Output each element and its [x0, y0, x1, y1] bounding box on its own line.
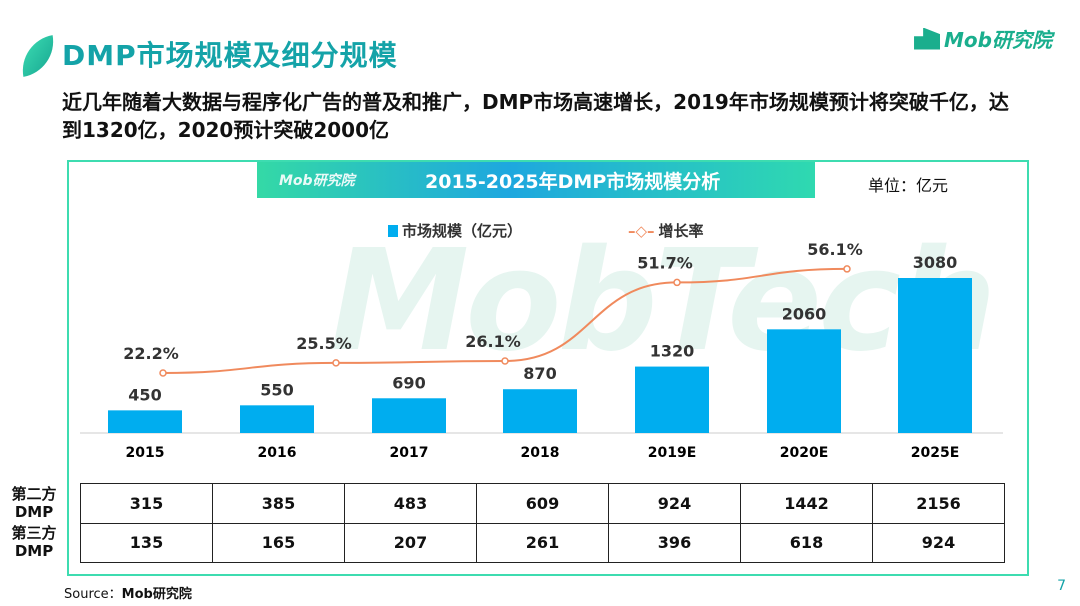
table-cell: 924 — [608, 483, 741, 524]
table-cell: 2156 — [872, 483, 1005, 524]
legend-bar-label: 市场规模（亿元） — [402, 222, 523, 240]
legend-line-label: 增长率 — [658, 222, 704, 240]
source-name: Mob研究院 — [121, 587, 192, 602]
table-cell: 618 — [740, 522, 873, 563]
brand-logo: Mob研究院 — [914, 24, 1052, 53]
bar-value-label: 1320 — [650, 342, 695, 361]
growth-label: 22.2% — [123, 344, 179, 363]
table-row: 315 385 483 609 924 1442 2156 — [80, 483, 1005, 524]
table-cell: 609 — [476, 483, 609, 524]
table-cell: 315 — [80, 483, 213, 524]
table-cell: 261 — [476, 522, 609, 563]
bar-2017 — [372, 398, 446, 433]
bar-2019E — [635, 366, 709, 433]
table-cell: 135 — [80, 522, 213, 563]
logo-text: Mob研究院 — [944, 28, 1052, 52]
x-tick-label: 2017 — [390, 445, 429, 461]
table-cell: 165 — [212, 522, 345, 563]
legend-line-swatch: –◇– — [628, 221, 655, 240]
watermark: MobTech — [330, 220, 997, 383]
table-cell: 924 — [872, 522, 1005, 563]
x-tick-label: 2019E — [648, 445, 697, 461]
table-cell: 396 — [608, 522, 741, 563]
growth-point — [843, 265, 851, 273]
table-row: 135 165 207 261 396 618 924 — [80, 522, 1005, 563]
table-cell: 207 — [344, 522, 477, 563]
bar-2025E — [898, 278, 972, 433]
chart-frame — [67, 160, 1029, 576]
bar-2015 — [108, 410, 182, 433]
source: Source：Mob研究院 — [64, 583, 192, 602]
row-label-second-party: 第二方DMP — [11, 485, 57, 521]
table-cell: 385 — [212, 483, 345, 524]
chart-title: 2015-2025年DMP市场规模分析 — [425, 170, 721, 193]
growth-point — [159, 369, 167, 377]
x-tick-label: 2015 — [126, 445, 165, 461]
growth-point — [673, 278, 681, 287]
growth-label: 25.5% — [296, 334, 352, 353]
growth-label: 26.1% — [465, 332, 521, 351]
growth-label: 51.7% — [637, 253, 693, 272]
table-cell: 1442 — [740, 483, 873, 524]
legend-bar: 市场规模（亿元） — [388, 220, 522, 241]
chart-logo: Mob研究院 — [279, 173, 355, 189]
bar-2018 — [503, 389, 577, 433]
unit-label: 单位：亿元 — [868, 176, 949, 195]
subtitle: 近几年随着大数据与程序化广告的普及和推广，DMP市场高速增长，2019年市场规模… — [62, 90, 1009, 142]
bar-2016 — [240, 405, 314, 433]
data-table: 315 385 483 609 924 1442 2156 135 165 207 261 396 61… — [80, 483, 1005, 563]
bar-2020E — [767, 329, 841, 433]
bar-value-label: 2060 — [782, 304, 827, 323]
source-prefix: Source： — [64, 587, 122, 602]
growth-point — [501, 357, 509, 365]
chart-header: Mob研究院 2015-2025年DMP市场规模分析 — [257, 162, 815, 198]
legend-bar-swatch — [388, 224, 398, 237]
growth-label: 56.1% — [807, 240, 863, 259]
x-tick-label: 2020E — [780, 445, 829, 461]
table-cell: 483 — [344, 483, 477, 524]
page-number: 7 — [1057, 578, 1066, 594]
row-label-third-party: 第三方DMP — [11, 524, 57, 560]
x-tick-label: 2018 — [521, 445, 560, 461]
bar-value-label: 3080 — [913, 253, 958, 272]
page-title: DMP市场规模及细分规模 — [62, 39, 398, 72]
x-tick-label: 2016 — [258, 445, 297, 461]
bar-value-label: 550 — [260, 380, 293, 399]
bar-value-label: 690 — [392, 373, 425, 392]
growth-point — [332, 359, 340, 367]
bar-value-label: 450 — [128, 385, 161, 404]
x-tick-label: 2025E — [911, 445, 960, 461]
legend-line: –◇– 增长率 — [628, 220, 704, 241]
bar-value-label: 870 — [523, 364, 556, 383]
